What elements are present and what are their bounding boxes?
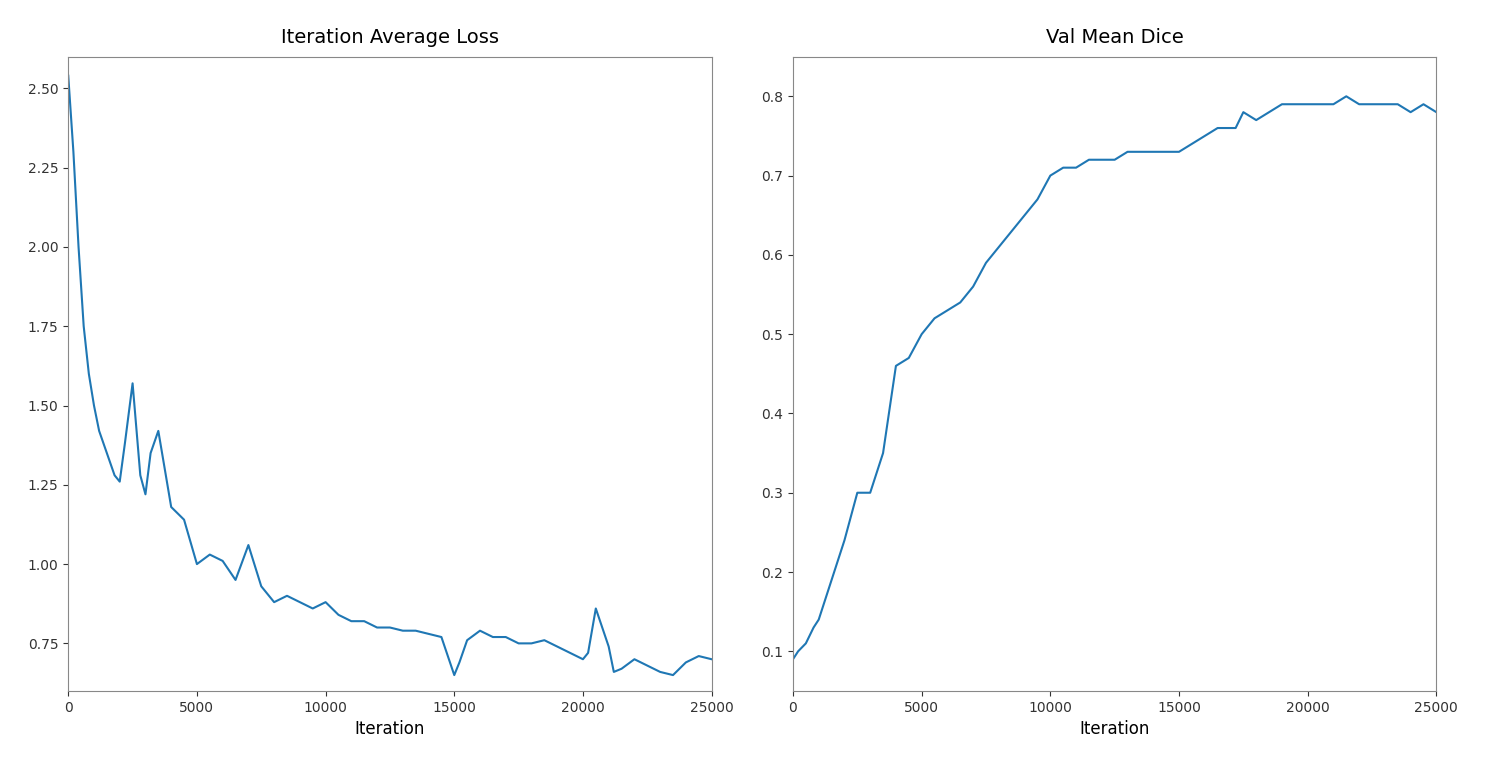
X-axis label: Iteration: Iteration [355,720,425,738]
X-axis label: Iteration: Iteration [1079,720,1150,738]
Title: Val Mean Dice: Val Mean Dice [1046,28,1183,47]
Title: Iteration Average Loss: Iteration Average Loss [281,28,499,47]
